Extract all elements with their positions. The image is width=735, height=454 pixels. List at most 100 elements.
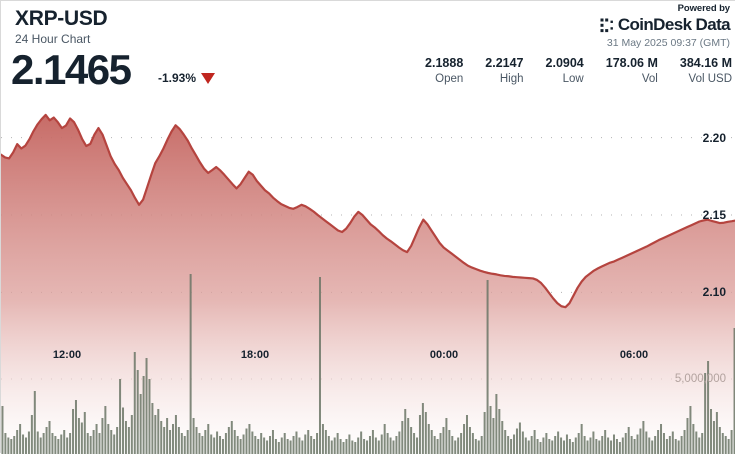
volume-bar (725, 436, 727, 454)
volume-bar (513, 435, 515, 454)
provider-row: CoinDesk Data (600, 15, 730, 35)
volume-bar (575, 438, 577, 454)
volume-bar (66, 438, 68, 454)
volume-bar (172, 424, 174, 454)
volume-bar (193, 418, 195, 454)
volume-bar (440, 433, 442, 454)
volume-bar (469, 427, 471, 454)
volume-bar (357, 438, 359, 454)
volume-bar (651, 441, 653, 454)
volume-bar (37, 432, 39, 454)
change-percent: -1.93% (158, 71, 196, 85)
volume-bar (390, 438, 392, 454)
volume-bar (698, 438, 700, 454)
volume-bar (451, 436, 453, 454)
volume-bar (334, 438, 336, 454)
volume-bar (49, 421, 51, 454)
volume-bar (560, 438, 562, 454)
volume-bar (328, 436, 330, 454)
volume-bar (381, 435, 383, 454)
ticker-symbol: XRP-USD (15, 7, 107, 31)
volume-bar (475, 439, 477, 454)
volume-bar (472, 433, 474, 454)
volume-bar (54, 436, 56, 454)
volume-bar (454, 441, 456, 454)
time-tick-label: 00:00 (430, 349, 458, 361)
volume-bar (639, 429, 641, 454)
volume-bar (425, 412, 427, 454)
volume-bar (122, 408, 124, 454)
stat-value: 2.2147 (485, 56, 523, 70)
volume-bar (675, 439, 677, 454)
volume-bar (207, 424, 209, 454)
volume-bar (516, 429, 518, 454)
volume-bar (234, 430, 236, 454)
volume-bar (340, 439, 342, 454)
volume-bar (75, 400, 77, 454)
stat-label: Open (425, 73, 463, 85)
volume-bar (534, 430, 536, 454)
volume-bar (501, 421, 503, 454)
volume-bar (719, 427, 721, 454)
volume-bar (663, 433, 665, 454)
volume-bar (689, 406, 691, 454)
volume-bar (160, 421, 162, 454)
volume-bar (213, 438, 215, 454)
volume-bar (137, 370, 139, 454)
volume-bar (610, 441, 612, 454)
volume-bar (201, 436, 203, 454)
volume-bar (460, 433, 462, 454)
branding: Powered by CoinDesk Data 31 May 2025 09:… (600, 3, 730, 49)
volume-bar (563, 441, 565, 454)
stat-value: 2.1888 (425, 56, 463, 70)
volume-bar (40, 438, 42, 454)
volume-bar (498, 409, 500, 454)
volume-bar (72, 409, 74, 454)
volume-bar (378, 441, 380, 454)
volume-bar (645, 432, 647, 454)
volume-bar (487, 280, 489, 454)
powered-by-label: Powered by (600, 3, 730, 14)
volume-bar (657, 430, 659, 454)
volume-bar (1, 406, 3, 454)
volume-bar (210, 435, 212, 454)
volume-bar (287, 439, 289, 454)
volume-bar (19, 424, 21, 454)
volume-bar (548, 439, 550, 454)
volume-bar (607, 438, 609, 454)
volume-bar (463, 424, 465, 454)
volume-bar (307, 430, 309, 454)
volume-bar (598, 441, 600, 454)
volume-bar (245, 429, 247, 454)
volume-bar (166, 418, 168, 454)
volume-bar (113, 435, 115, 454)
volume-bar (537, 439, 539, 454)
volume-bar (581, 424, 583, 454)
volume-bar (710, 409, 712, 454)
volume-bar (196, 427, 198, 454)
volume-bar (678, 441, 680, 454)
volume-bar (275, 439, 277, 454)
volume-bar (225, 433, 227, 454)
volume-bar (319, 277, 321, 454)
volume-bar (298, 438, 300, 454)
volume-bar (87, 433, 89, 454)
volume-bar (110, 430, 112, 454)
volume-bar (601, 436, 603, 454)
volume-bar (578, 433, 580, 454)
volume-bar (557, 432, 559, 454)
volume-bar (595, 439, 597, 454)
volume-bar (490, 406, 492, 454)
volume-bar (628, 427, 630, 454)
volume-bar (401, 421, 403, 454)
volume-bar (545, 433, 547, 454)
volume-bar (637, 435, 639, 454)
volume-bar (616, 439, 618, 454)
stat-value: 2.0904 (546, 56, 584, 70)
volume-bar (428, 424, 430, 454)
volume-bar (243, 435, 245, 454)
volume-bar (445, 418, 447, 454)
volume-bar (10, 439, 12, 454)
volume-bar (34, 391, 36, 454)
